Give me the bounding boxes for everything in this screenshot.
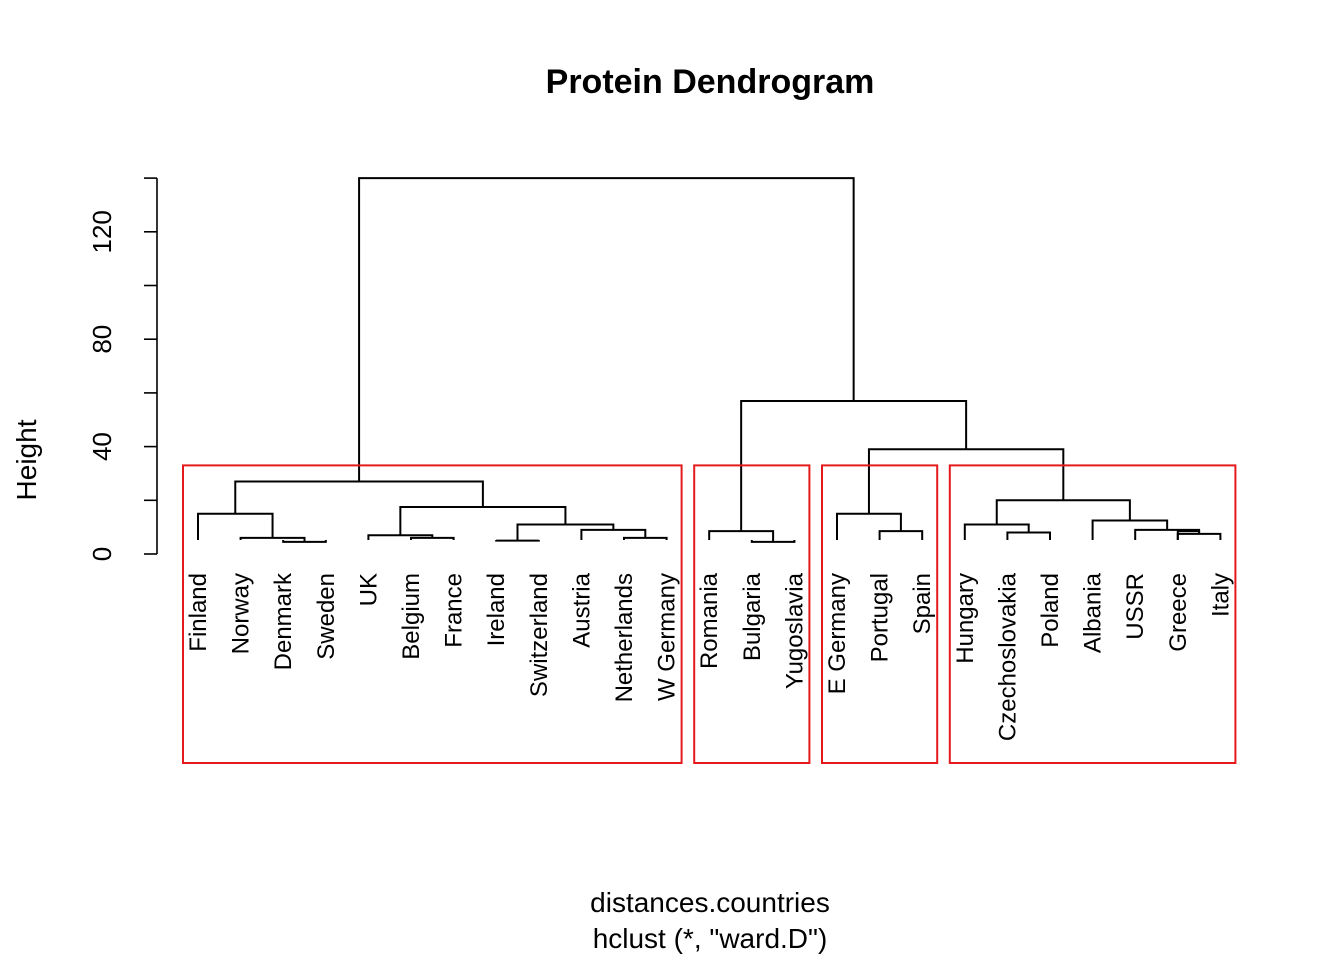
dendrogram-link <box>1176 530 1201 540</box>
leaf-label: E Germany <box>824 573 851 694</box>
leaf-label: USSR <box>1122 573 1149 640</box>
x-axis-sublabel: hclust (*, "ward.D") <box>593 923 828 954</box>
cluster-rectangles <box>182 464 1237 764</box>
leaf-label: France <box>441 573 468 648</box>
leaf-label: Denmark <box>270 572 297 670</box>
leaf-label: Spain <box>909 573 936 634</box>
y-axis: 0 40 80 120 <box>87 177 158 561</box>
leaf-label: Switzerland <box>526 573 553 697</box>
leaf-label: Bulgaria <box>739 572 766 661</box>
leaf-label: Romania <box>696 572 723 669</box>
dendrogram-link <box>836 512 902 540</box>
leaf-label: W Germany <box>654 573 681 701</box>
cluster-rect <box>693 464 811 764</box>
dendrogram-link <box>708 530 775 542</box>
dendrogram-link <box>410 536 455 540</box>
leaf-label: Sweden <box>313 573 340 660</box>
leaf-label: Belgium <box>398 573 425 660</box>
y-axis-label: Height <box>11 419 42 500</box>
chart-title: Protein Dendrogram <box>546 63 875 101</box>
leaf-label: Yugoslavia <box>781 572 808 689</box>
leaf-label: Austria <box>568 572 595 647</box>
cluster-rect <box>948 464 1237 764</box>
y-tick-label: 120 <box>87 210 117 253</box>
leaf-labels: Finland Norway Denmark Sweden UK Belgium Franc… <box>185 572 1234 741</box>
leaf-label: Italy <box>1207 573 1234 617</box>
dendrogram-link <box>399 506 567 536</box>
dendrogram-link <box>867 448 1065 514</box>
leaf-label: UK <box>355 573 382 606</box>
dendrogram-link <box>1091 519 1169 540</box>
leaf-label: Finland <box>185 573 212 652</box>
dendrogram-link <box>623 536 668 540</box>
y-tick-label: 80 <box>87 325 117 354</box>
dendrogram-links <box>197 177 1222 543</box>
leaf-label: Hungary <box>952 573 979 664</box>
y-tick-label: 40 <box>87 432 117 461</box>
leaf-label: Portugal <box>867 573 894 662</box>
dendrogram-link <box>197 512 274 540</box>
dendrogram-link <box>516 523 615 541</box>
dendrogram-link <box>878 530 924 540</box>
x-axis-label: distances.countries <box>590 887 830 918</box>
dendrogram-link <box>358 177 855 482</box>
dendrogram-link <box>234 480 484 514</box>
leaf-label: Greece <box>1165 573 1192 652</box>
leaf-label: Norway <box>228 573 255 654</box>
y-tick-label: 0 <box>87 547 117 561</box>
cluster-rect <box>821 464 939 764</box>
dendrogram-link <box>1176 532 1222 540</box>
cluster-rect <box>182 464 683 764</box>
leaf-label: Ireland <box>483 573 510 646</box>
leaf-label: Netherlands <box>611 573 638 702</box>
leaf-label: Czechoslovakia <box>994 572 1021 741</box>
leaf-label: Poland <box>1037 573 1064 648</box>
leaf-label: Albania <box>1080 572 1107 653</box>
dendrogram-link <box>1006 531 1051 540</box>
